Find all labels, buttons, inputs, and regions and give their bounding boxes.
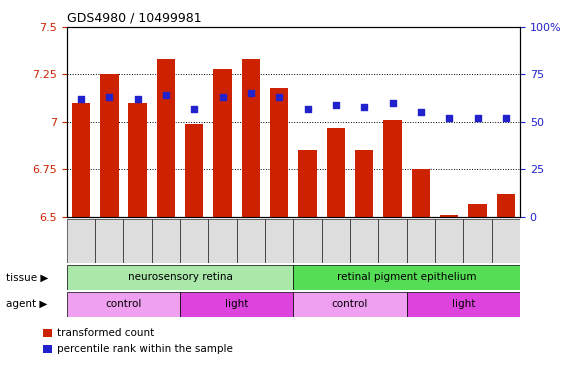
Bar: [128, 103, 147, 217]
Point: [189, 106, 199, 112]
Bar: [407, 292, 520, 317]
Text: transformed count: transformed count: [57, 328, 155, 338]
Bar: [100, 74, 119, 217]
Bar: [95, 219, 123, 263]
Text: GDS4980 / 10499981: GDS4980 / 10499981: [67, 11, 202, 24]
Bar: [355, 151, 374, 217]
Text: light: light: [225, 299, 249, 310]
Bar: [213, 69, 232, 217]
Bar: [407, 219, 435, 263]
Bar: [293, 265, 520, 290]
Bar: [67, 292, 180, 317]
Bar: [67, 265, 293, 290]
Bar: [152, 219, 180, 263]
Bar: [350, 219, 378, 263]
Text: control: control: [105, 299, 142, 310]
Point: [275, 94, 284, 100]
Bar: [123, 219, 152, 263]
Text: retinal pigment epithelium: retinal pigment epithelium: [337, 272, 476, 283]
Point: [388, 100, 397, 106]
Bar: [440, 215, 458, 217]
Bar: [157, 59, 175, 217]
Bar: [242, 59, 260, 217]
Bar: [42, 329, 52, 337]
Bar: [265, 219, 293, 263]
Bar: [270, 88, 288, 217]
Point: [246, 90, 256, 96]
Bar: [180, 292, 293, 317]
Point: [473, 115, 482, 121]
Bar: [180, 219, 209, 263]
Bar: [299, 151, 317, 217]
Bar: [412, 169, 430, 217]
Point: [133, 96, 142, 102]
Text: percentile rank within the sample: percentile rank within the sample: [57, 344, 233, 354]
Bar: [293, 292, 407, 317]
Bar: [67, 219, 95, 263]
Bar: [497, 194, 515, 217]
Bar: [464, 219, 492, 263]
Text: control: control: [332, 299, 368, 310]
Point: [331, 102, 340, 108]
Text: agent ▶: agent ▶: [6, 299, 47, 310]
Bar: [492, 219, 520, 263]
Bar: [322, 219, 350, 263]
Bar: [327, 127, 345, 217]
Bar: [237, 219, 265, 263]
Point: [416, 109, 425, 116]
Bar: [185, 124, 203, 217]
Bar: [468, 204, 487, 217]
Point: [303, 106, 312, 112]
Bar: [209, 219, 237, 263]
Bar: [378, 219, 407, 263]
Bar: [42, 345, 52, 353]
Point: [105, 94, 114, 100]
Text: neurosensory retina: neurosensory retina: [128, 272, 232, 283]
Point: [444, 115, 454, 121]
Point: [218, 94, 227, 100]
Bar: [383, 120, 401, 217]
Bar: [293, 219, 322, 263]
Point: [501, 115, 511, 121]
Text: light: light: [451, 299, 475, 310]
Point: [360, 104, 369, 110]
Point: [162, 92, 171, 98]
Text: tissue ▶: tissue ▶: [6, 272, 48, 283]
Point: [76, 96, 85, 102]
Bar: [72, 103, 90, 217]
Bar: [435, 219, 464, 263]
